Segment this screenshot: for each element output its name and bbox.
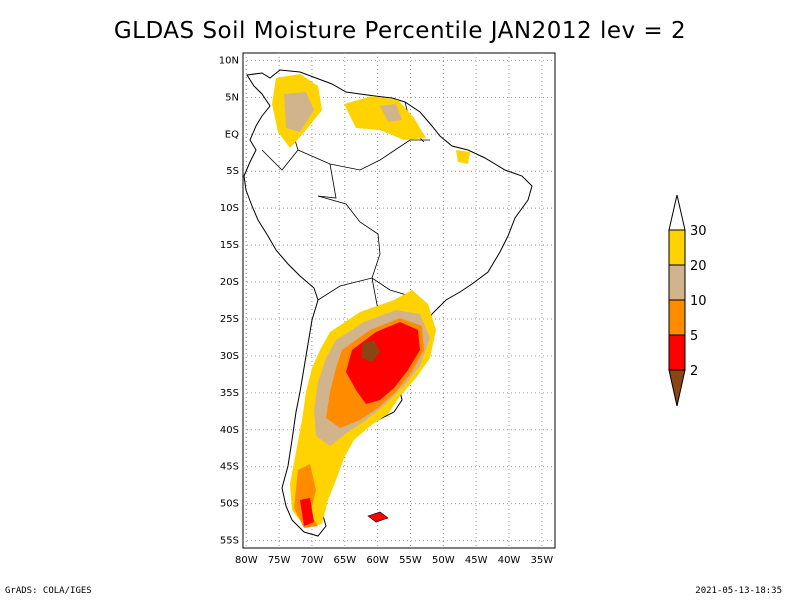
lat-label: 50S	[220, 499, 239, 510]
lat-label: 30S	[220, 351, 239, 362]
legend-label-5: 5	[690, 329, 698, 344]
region-20-30-amapa	[456, 150, 470, 164]
gridlines	[243, 53, 555, 548]
lon-label: 75W	[268, 555, 291, 566]
legend-band-2-5	[668, 334, 686, 371]
region-below-2	[362, 340, 380, 362]
lon-label: 35W	[531, 555, 554, 566]
lon-label: 60W	[366, 555, 389, 566]
lat-label: 35S	[220, 388, 239, 399]
lat-label: 5S	[226, 166, 239, 177]
lat-label: 45S	[220, 462, 239, 473]
lat-label: 5N	[225, 92, 239, 103]
lat-label: 55S	[220, 536, 239, 547]
footer-timestamp: 2021-05-13-18:35	[695, 586, 782, 596]
legend-label-30: 30	[690, 224, 707, 239]
lon-label: 45W	[465, 555, 488, 566]
lon-label: 40W	[498, 555, 521, 566]
lon-label: 65W	[333, 555, 356, 566]
region-10-20-guiana	[380, 104, 402, 122]
legend-band-10-20	[668, 264, 686, 301]
percentile-shading	[272, 74, 470, 528]
map-title: GLDAS Soil Moisture Percentile JAN2012 l…	[113, 18, 687, 44]
footer-credit: GrADS: COLA/IGES	[5, 586, 92, 596]
lat-label: 15S	[220, 240, 239, 251]
lat-label: 10N	[219, 55, 239, 66]
legend-label-20: 20	[690, 259, 707, 274]
lat-label: 20S	[220, 277, 239, 288]
lon-label: 80W	[235, 555, 258, 566]
legend-band-above30	[668, 194, 686, 231]
legend-label-2: 2	[690, 364, 698, 379]
lat-label: 25S	[220, 314, 239, 325]
lon-label: 55W	[399, 555, 422, 566]
lat-label: 40S	[220, 425, 239, 436]
region-10-20-north	[284, 92, 314, 132]
legend-band-5-10	[668, 299, 686, 336]
region-2-5-patagonia	[300, 498, 314, 526]
region-5-10-patagonia	[294, 464, 318, 528]
legend-band-below2	[668, 369, 686, 407]
legend-band-20-30	[668, 229, 686, 266]
region-2-5-south	[346, 322, 420, 404]
latitude-labels: 10N 5N EQ 5S 10S 15S 20S 25S 30S 35S 40S 45S 50S 55S	[219, 55, 239, 546]
lon-label: 70W	[301, 555, 324, 566]
lat-label: 10S	[220, 203, 239, 214]
lon-label: 50W	[432, 555, 455, 566]
longitude-labels: 80W 75W 70W 65W 60W 55W 50W 45W 40W 35W	[235, 555, 553, 566]
legend-label-10: 10	[690, 294, 707, 309]
lat-label: EQ	[225, 129, 239, 140]
falkland-islands	[367, 511, 389, 523]
region-20-30-guiana	[344, 96, 426, 140]
